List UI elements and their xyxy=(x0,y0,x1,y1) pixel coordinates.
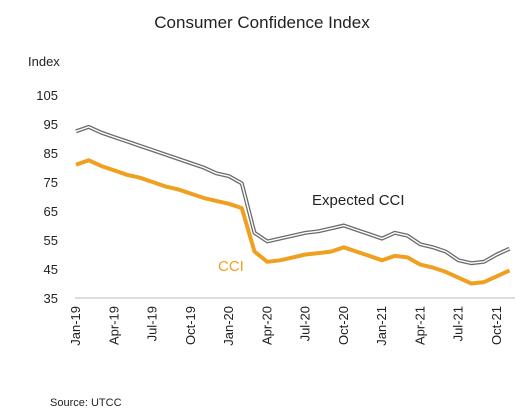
x-tick-label: Jul-21 xyxy=(451,306,466,341)
x-axis: Jan-19 Apr-19 Jul-19 Oct-19 Jan-20 Apr-20 Jul-… xyxy=(68,306,504,346)
y-tick-label: 65 xyxy=(44,204,58,219)
y-axis-label: Index xyxy=(28,54,60,69)
chart-title: Consumer Confidence Index xyxy=(154,13,370,32)
y-tick-label: 55 xyxy=(44,233,58,248)
series-label-cci: CCI xyxy=(218,258,244,275)
y-tick-label: 85 xyxy=(44,146,58,161)
x-tick-label: Jul-20 xyxy=(298,306,313,341)
source-note: Source: UTCC xyxy=(50,397,122,409)
x-tick-label: Jul-19 xyxy=(145,306,160,341)
y-tick-label: 35 xyxy=(44,291,58,306)
x-tick-label: Oct-20 xyxy=(336,306,351,345)
series-line-expected-cci-outline xyxy=(75,124,511,266)
y-tick-label: 45 xyxy=(44,262,58,277)
x-tick-label: Oct-21 xyxy=(489,306,504,345)
x-tick-label: Apr-19 xyxy=(106,306,121,345)
x-tick-label: Apr-21 xyxy=(412,306,427,345)
y-tick-label: 95 xyxy=(44,117,58,132)
y-tick-label: 105 xyxy=(36,88,58,103)
series-line-cci xyxy=(75,158,511,286)
y-tick-label: 75 xyxy=(44,175,58,190)
y-axis: 35 45 55 65 75 85 95 105 xyxy=(36,88,58,306)
series-line-expected-cci xyxy=(75,126,510,264)
series-layer xyxy=(75,124,511,286)
x-tick-label: Apr-20 xyxy=(259,306,274,345)
series-label-expected-cci: Expected CCI xyxy=(312,192,405,209)
x-tick-label: Oct-19 xyxy=(183,306,198,345)
x-tick-label: Jan-20 xyxy=(221,306,236,346)
x-tick-label: Jan-21 xyxy=(374,306,389,346)
x-tick-label: Jan-19 xyxy=(68,306,83,346)
